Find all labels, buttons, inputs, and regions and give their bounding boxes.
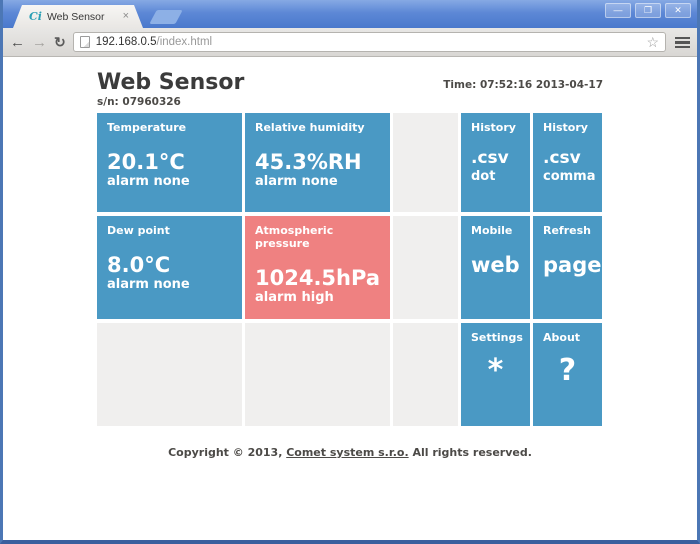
- tile-mobile-web[interactable]: Mobile web: [461, 216, 530, 319]
- tile-refresh-page[interactable]: Refresh page: [533, 216, 602, 319]
- browser-titlebar: Ci Web Sensor × — ❐ ✕: [3, 0, 697, 28]
- spacer-tile: [245, 323, 390, 426]
- settings-asterisk-icon: *: [487, 353, 504, 388]
- spacer-tile: [393, 216, 458, 319]
- tile-label: Dew point: [107, 224, 170, 237]
- copyright-suffix: All rights reserved.: [408, 446, 532, 459]
- browser-toolbar: ← → ↻ 192.168.0.5/index.html ☆: [3, 28, 697, 57]
- tile-label: About: [543, 331, 581, 344]
- minimize-button[interactable]: —: [605, 3, 631, 18]
- copyright-prefix: Copyright © 2013,: [168, 446, 287, 459]
- window-controls: — ❐ ✕: [605, 3, 691, 18]
- url-text[interactable]: 192.168.0.5/index.html: [96, 36, 641, 48]
- maximize-button[interactable]: ❐: [635, 3, 661, 18]
- copyright-footer: Copyright © 2013, Comet system s.r.o. Al…: [3, 446, 697, 459]
- tile-about[interactable]: About ?: [533, 323, 602, 426]
- tile-history-csv-comma[interactable]: History .csv comma: [533, 113, 602, 212]
- new-tab-button[interactable]: [149, 10, 183, 24]
- device-time: Time: 07:52:16 2013-04-17: [443, 79, 603, 91]
- url-host: 192.168.0.5: [95, 36, 157, 48]
- tile-label: History: [471, 121, 516, 134]
- tile-alarm-status: alarm none: [255, 174, 338, 190]
- tile-value: 8.0°C: [107, 253, 171, 277]
- tile-value: .csv: [471, 148, 509, 168]
- tile-history-csv-dot[interactable]: History .csv dot: [461, 113, 530, 212]
- tile-value: .csv: [543, 148, 581, 168]
- tile-alarm-status: alarm none: [107, 174, 190, 190]
- tab-close-icon[interactable]: ×: [122, 10, 129, 22]
- tile-label: Refresh: [543, 224, 591, 237]
- tile-settings[interactable]: Settings *: [461, 323, 530, 426]
- tile-sub-label: comma: [543, 168, 596, 184]
- about-question-icon: ?: [558, 353, 577, 388]
- spacer-tile: [393, 113, 458, 212]
- tile-atmospheric-pressure: Atmospheric pressure 1024.5hPa alarm hig…: [245, 216, 390, 319]
- back-button[interactable]: ←: [10, 33, 25, 51]
- page-content: Web Sensor s/n: 07960326 Time: 07:52:16 …: [3, 57, 697, 540]
- tab-title: Web Sensor: [46, 10, 105, 23]
- forward-button[interactable]: →: [32, 33, 47, 51]
- bookmark-star-icon[interactable]: ☆: [646, 34, 659, 50]
- page-title: Web Sensor: [97, 70, 245, 95]
- page-header: Web Sensor s/n: 07960326 Time: 07:52:16 …: [97, 57, 603, 113]
- tile-sub-label: dot: [471, 168, 496, 184]
- spacer-tile: [393, 323, 458, 426]
- tile-relative-humidity: Relative humidity 45.3%RH alarm none: [245, 113, 390, 212]
- tile-value: page: [543, 253, 602, 277]
- tile-value: 1024.5hPa: [255, 266, 380, 290]
- tile-label: Temperature: [107, 121, 187, 134]
- close-button[interactable]: ✕: [665, 3, 691, 18]
- tile-label: Atmospheric pressure: [255, 224, 334, 250]
- tile-value: 45.3%RH: [255, 150, 362, 174]
- tile-alarm-status: alarm none: [107, 277, 190, 293]
- tile-label: Settings: [471, 331, 523, 344]
- spacer-tile: [97, 323, 242, 426]
- site-favicon-icon: Ci: [29, 10, 42, 23]
- comet-system-link[interactable]: Comet system s.r.o.: [286, 446, 409, 459]
- tile-value: web: [471, 253, 520, 277]
- page-icon: [79, 36, 90, 48]
- browser-tab[interactable]: Ci Web Sensor ×: [13, 5, 143, 28]
- tile-value: 20.1°C: [107, 150, 185, 174]
- serial-number: s/n: 07960326: [97, 96, 181, 109]
- url-path: /index.html: [156, 36, 213, 48]
- tile-dew-point: Dew point 8.0°C alarm none: [97, 216, 242, 319]
- browser-menu-icon[interactable]: [675, 36, 690, 48]
- tile-label: History: [543, 121, 588, 134]
- reload-button[interactable]: ↻: [54, 34, 66, 50]
- tile-label: Mobile: [471, 224, 513, 237]
- tile-grid: Temperature 20.1°C alarm none Relative h…: [97, 113, 603, 426]
- tile-alarm-status: alarm high: [255, 290, 334, 306]
- address-bar[interactable]: 192.168.0.5/index.html ☆: [72, 32, 666, 52]
- tile-temperature: Temperature 20.1°C alarm none: [97, 113, 242, 212]
- tile-label: Relative humidity: [255, 121, 365, 134]
